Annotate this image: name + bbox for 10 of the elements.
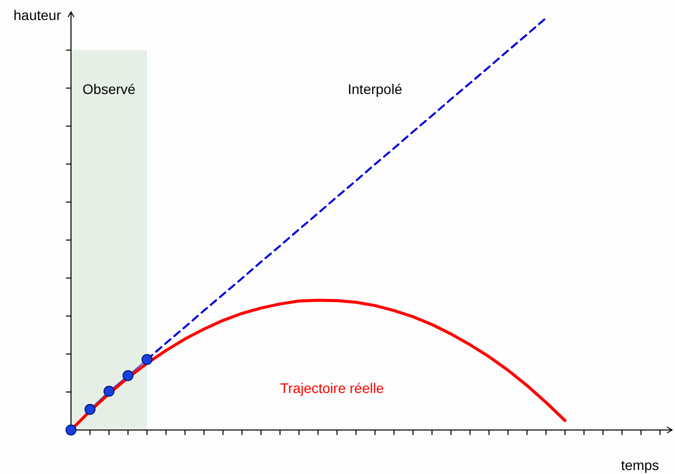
point xyxy=(104,386,114,397)
y-axis-title: hauteur xyxy=(14,7,62,23)
point xyxy=(122,370,134,382)
point xyxy=(84,404,96,415)
annotation: Observé xyxy=(82,81,136,97)
point xyxy=(142,354,152,366)
point xyxy=(66,424,76,436)
x-axis-title: temps xyxy=(620,457,660,473)
annotation: Interpolé xyxy=(348,81,402,97)
text: Trajectoire réelle xyxy=(280,380,384,396)
